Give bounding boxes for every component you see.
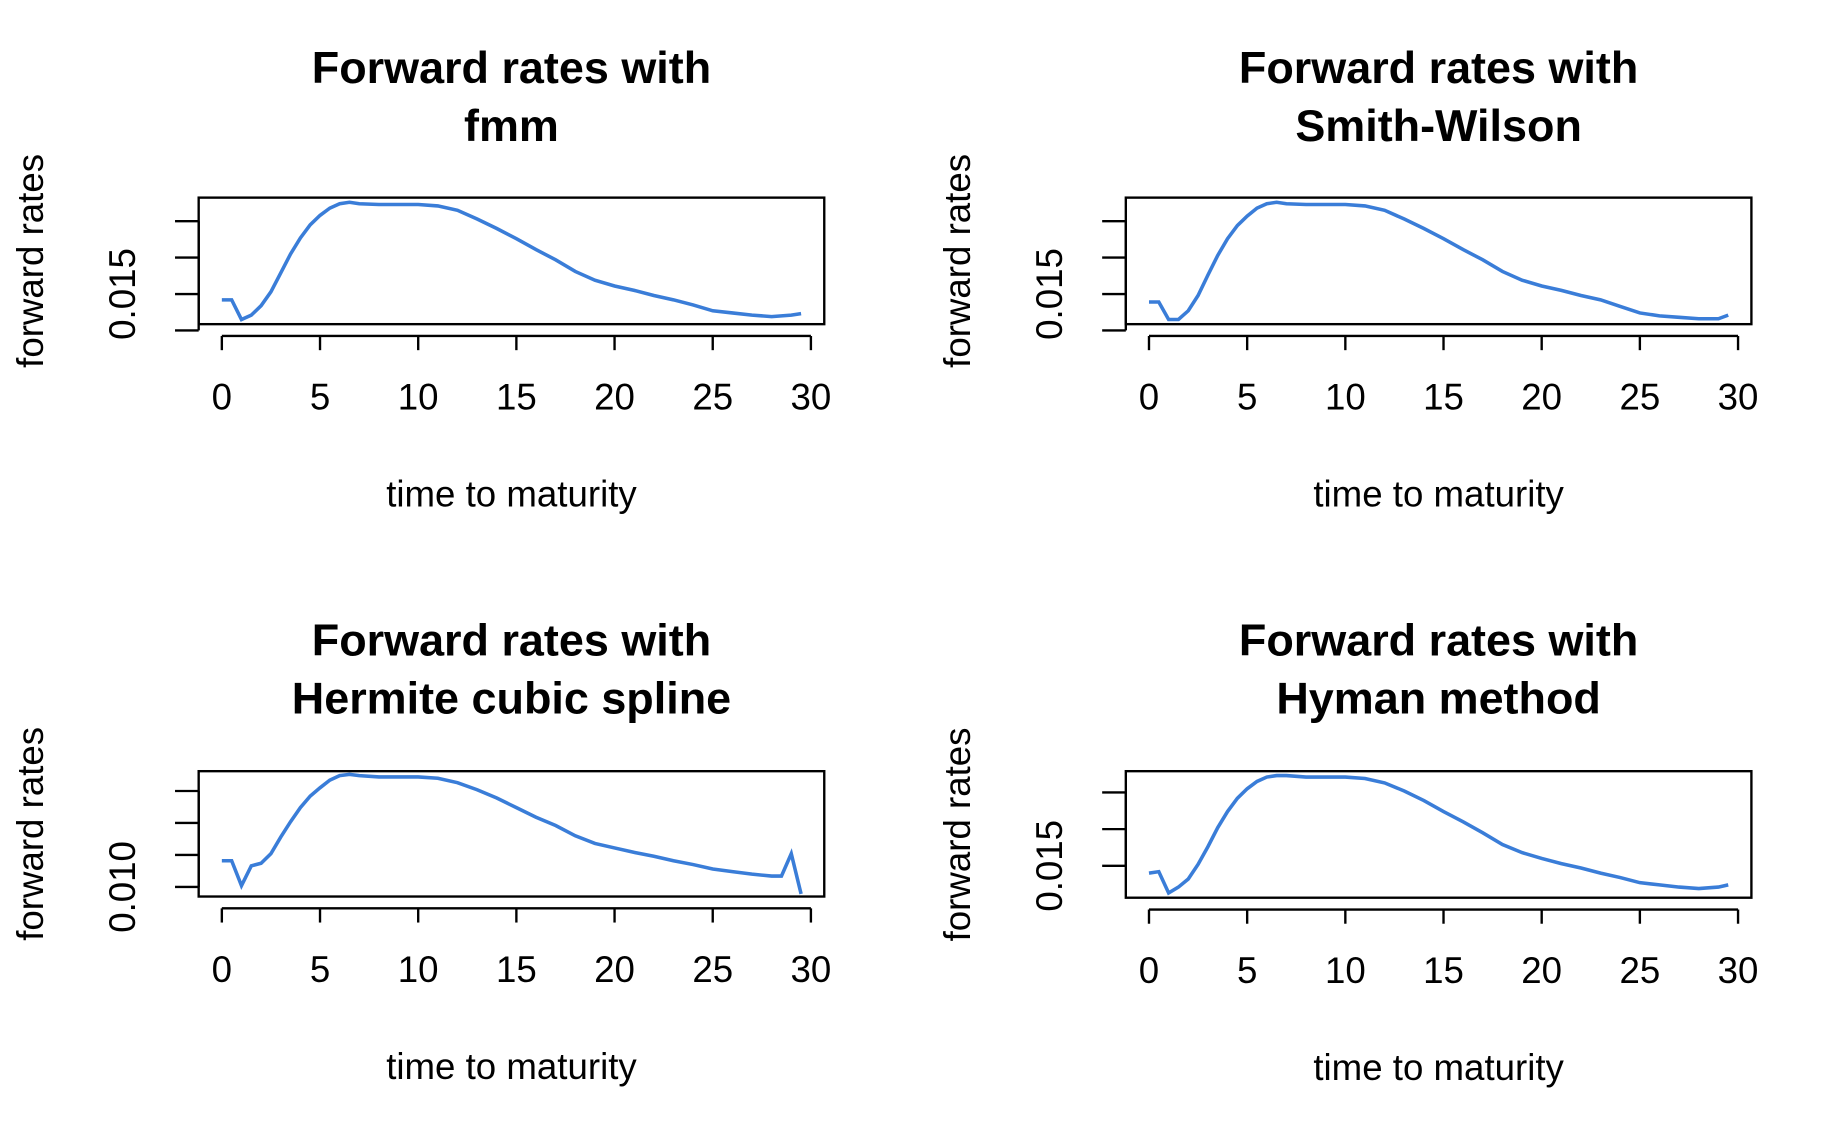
x-tick-label: 20 xyxy=(1521,950,1562,991)
x-tick-label: 5 xyxy=(310,949,330,990)
x-tick-label: 20 xyxy=(594,949,635,990)
x-tick-label: 15 xyxy=(1423,377,1464,418)
x-tick-label: 5 xyxy=(1237,950,1257,991)
plot-frame xyxy=(1124,196,1753,326)
y-axis-label: forward rates xyxy=(10,154,51,368)
data-line xyxy=(1148,200,1729,322)
x-tick-label: 15 xyxy=(496,949,537,990)
x-tick-label: 25 xyxy=(692,377,733,418)
title-line: Forward rates with xyxy=(312,614,711,665)
panel: Forward rates with Smith-Wilson 0 5 10 15 20 25… xyxy=(937,42,1758,515)
panel: Forward rates with Hyman method 0 5 10 15 20 25… xyxy=(937,614,1758,1088)
chart-title: Forward rates with Hermite cubic spline xyxy=(292,614,731,723)
y-tick-label: 0.015 xyxy=(1029,820,1070,912)
data-line xyxy=(221,772,803,895)
y-tick-label: 0.015 xyxy=(102,248,143,340)
x-axis-label: time to maturity xyxy=(1313,474,1564,515)
x-tick-label: 10 xyxy=(1325,377,1366,418)
x-tick-label: 10 xyxy=(398,949,439,990)
x-tick-label: 0 xyxy=(212,949,232,990)
x-tick-label: 15 xyxy=(1423,950,1464,991)
x-tick-label: 25 xyxy=(692,949,733,990)
plot-frame xyxy=(197,769,826,898)
x-axis-label: time to maturity xyxy=(1313,1047,1564,1088)
title-line: Forward rates with xyxy=(1239,42,1638,93)
data-line xyxy=(1148,773,1729,896)
x-tick-label: 10 xyxy=(1325,950,1366,991)
y-tick-label: 0.015 xyxy=(1029,248,1070,340)
chart-title: Forward rates with fmm xyxy=(312,42,711,151)
plot-frame xyxy=(197,196,826,326)
plot-frame xyxy=(1124,769,1753,899)
title-line: fmm xyxy=(464,100,559,151)
x-tick-label: 0 xyxy=(212,377,232,418)
x-tick-label: 30 xyxy=(1718,950,1759,991)
title-line: Smith-Wilson xyxy=(1295,100,1582,151)
x-tick-label: 20 xyxy=(594,377,635,418)
chart-title: Forward rates with Smith-Wilson xyxy=(1239,42,1638,151)
x-axis-label: time to maturity xyxy=(386,474,637,515)
panel: Forward rates with fmm 0 5 10 15 20 25 30 time to… xyxy=(10,42,831,515)
x-tick-label: 30 xyxy=(791,377,832,418)
x-tick-label: 5 xyxy=(1237,377,1257,418)
y-axis-label: forward rates xyxy=(937,727,978,941)
data-line xyxy=(221,200,802,322)
x-tick-label: 25 xyxy=(1619,950,1660,991)
title-line: Forward rates with xyxy=(312,42,711,93)
x-tick-label: 20 xyxy=(1521,377,1562,418)
x-tick-label: 10 xyxy=(398,377,439,418)
y-axis-label: forward rates xyxy=(10,727,51,941)
title-line: Hermite cubic spline xyxy=(292,672,731,723)
y-tick-label: 0.010 xyxy=(102,841,143,933)
x-axis-label: time to maturity xyxy=(386,1046,637,1087)
x-tick-label: 30 xyxy=(1718,377,1759,418)
title-line: Forward rates with xyxy=(1239,614,1638,665)
panel: Forward rates with Hermite cubic spline 0 5… xyxy=(10,614,831,1087)
x-tick-label: 15 xyxy=(496,377,537,418)
x-tick-label: 0 xyxy=(1139,377,1159,418)
y-axis-label: forward rates xyxy=(937,154,978,368)
title-line: Hyman method xyxy=(1276,672,1600,723)
x-tick-label: 25 xyxy=(1619,377,1660,418)
chart-title: Forward rates with Hyman method xyxy=(1239,614,1638,723)
x-tick-label: 30 xyxy=(791,949,832,990)
x-tick-label: 5 xyxy=(310,377,330,418)
x-tick-label: 0 xyxy=(1139,950,1159,991)
